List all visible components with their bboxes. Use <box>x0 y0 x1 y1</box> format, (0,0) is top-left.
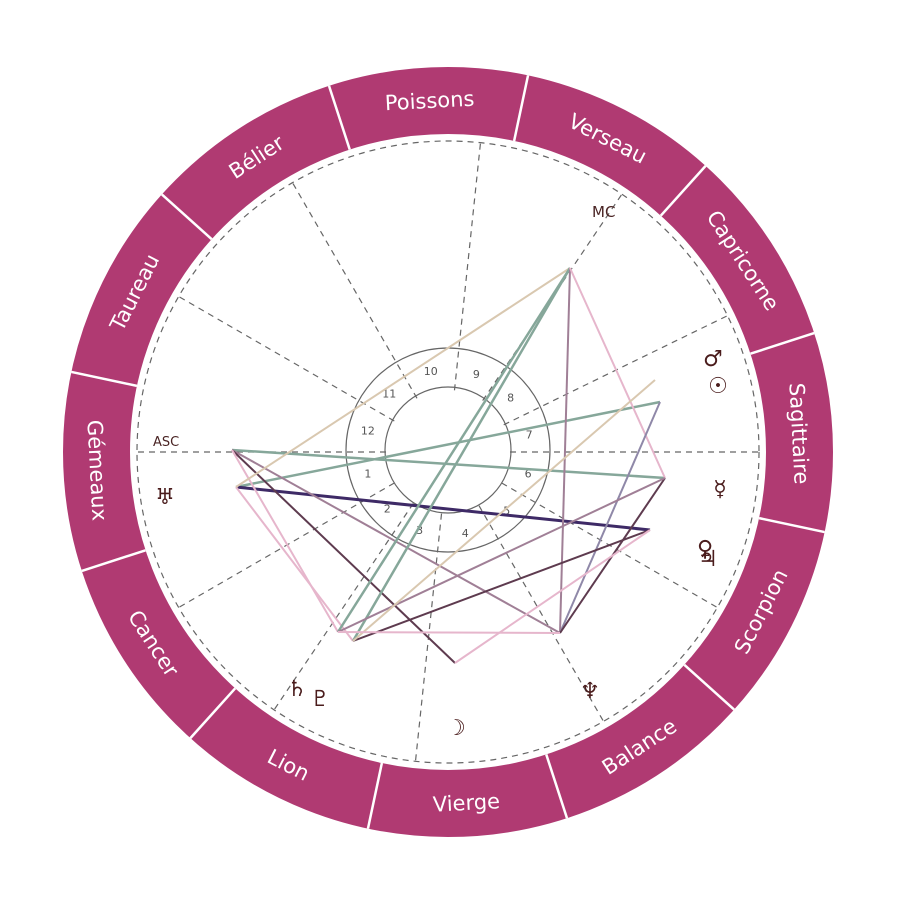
venus-icon: ♀ <box>697 537 713 562</box>
sign-label: Vierge <box>432 789 500 816</box>
zodiac-ring: PoissonsVerseauCapricorneSagittaireScorp… <box>63 67 833 837</box>
house-number: 3 <box>416 524 423 537</box>
house-number: 5 <box>503 505 510 518</box>
house-number: 8 <box>507 392 514 405</box>
aspect-lines <box>231 267 666 664</box>
aspect-line <box>559 267 571 634</box>
house-number: 6 <box>525 467 532 480</box>
mc-label: MC <box>592 203 615 221</box>
house-number: 1 <box>364 467 371 480</box>
aspect-line <box>352 379 656 642</box>
house-number: 9 <box>473 368 480 381</box>
mercury-icon: ☿ <box>713 477 727 502</box>
house-cusps <box>136 140 760 764</box>
aspect-line <box>351 267 572 642</box>
pluto-icon: ♇ <box>310 687 330 712</box>
sign-label: Gémeaux <box>82 419 111 521</box>
saturn-icon: ♄ <box>287 677 307 702</box>
aspect-line <box>569 267 666 479</box>
aspect-line <box>231 448 666 480</box>
aspect-line <box>231 449 339 633</box>
aspect-line <box>352 529 651 642</box>
sign-label: Poissons <box>384 87 475 116</box>
aspect-line <box>235 400 661 489</box>
aspect-line <box>231 449 456 664</box>
neptune-icon: ♆ <box>580 679 600 704</box>
axis-labels: ASC MC <box>153 203 615 450</box>
aspect-line <box>559 401 661 634</box>
aspect-line <box>235 486 354 642</box>
house-number: 2 <box>384 503 391 516</box>
mars-icon: ♂ <box>703 347 723 372</box>
aspect-line <box>336 267 572 633</box>
sign-label: Sagittaire <box>784 382 813 485</box>
moon-icon: ☽ <box>446 716 466 741</box>
asc-label: ASC <box>153 435 179 450</box>
aspect-line <box>235 485 651 532</box>
house-number: 7 <box>526 429 533 442</box>
aspect-line <box>235 267 571 488</box>
aspect-line <box>337 631 561 634</box>
house-number: 4 <box>462 527 469 540</box>
house-number: 11 <box>382 387 396 400</box>
house-number: 10 <box>424 365 438 378</box>
uranus-icon: ♅ <box>155 485 175 510</box>
jupiter-icon: ♃ <box>698 547 718 572</box>
aspect-line <box>454 529 651 664</box>
sun-icon: ☉ <box>708 374 728 399</box>
house-number: 12 <box>361 425 375 438</box>
planet-glyphs: ♂☉ ☿ ♀♃ ♅ ♄ ♇ ♆ ☽ <box>155 347 728 741</box>
